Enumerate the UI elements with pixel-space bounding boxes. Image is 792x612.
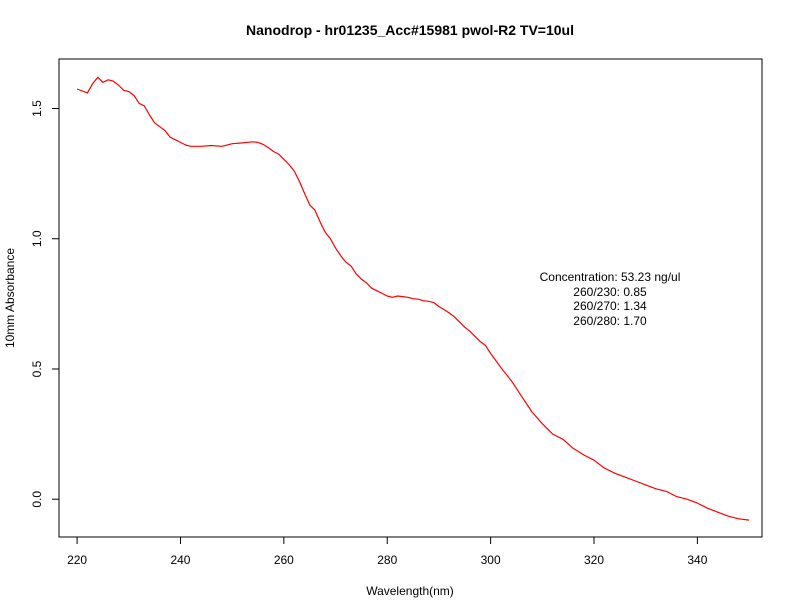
x-tick-label: 280 [377, 553, 397, 567]
x-axis: 220 240 260 280 300 320 340 [67, 536, 708, 567]
x-axis-label: Wavelength(nm) [366, 584, 454, 598]
absorbance-line [76, 76, 750, 521]
annotation-260-270: 260/270: 1.34 [573, 299, 647, 313]
x-tick-label: 340 [687, 553, 707, 567]
series-layer [76, 76, 750, 521]
annotation-concentration: Concentration: 53.23 ng/ul [540, 270, 681, 284]
annotation-block: Concentration: 53.23 ng/ul 260/230: 0.85… [540, 270, 681, 328]
x-tick-label: 240 [170, 553, 190, 567]
annotation-260-280: 260/280: 1.70 [573, 314, 647, 328]
y-tick-label: 1.0 [30, 230, 44, 247]
y-tick-label: 0.5 [30, 360, 44, 377]
annotation-260-230: 260/230: 0.85 [573, 285, 647, 299]
y-tick-label: 0.0 [30, 491, 44, 508]
x-tick-label: 300 [481, 553, 501, 567]
y-tick-label: 1.5 [30, 100, 44, 117]
x-tick-label: 220 [67, 553, 87, 567]
y-axis-label: 10mm Absorbance [3, 248, 17, 348]
x-tick-label: 320 [584, 553, 604, 567]
y-axis: 0.0 0.5 1.0 1.5 [30, 100, 60, 508]
chart-title: Nanodrop - hr01235_Acc#15981 pwol-R2 TV=… [246, 22, 574, 38]
x-tick-label: 260 [274, 553, 294, 567]
